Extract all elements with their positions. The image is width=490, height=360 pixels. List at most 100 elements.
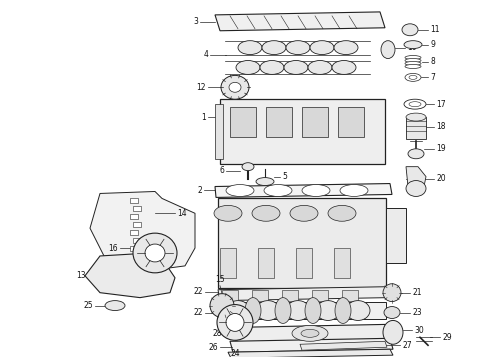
Text: 22: 22	[194, 308, 203, 317]
Bar	[258, 248, 274, 278]
Text: 8: 8	[430, 57, 435, 66]
Bar	[266, 107, 292, 137]
Text: 5: 5	[282, 172, 287, 181]
Ellipse shape	[242, 163, 254, 171]
Polygon shape	[300, 341, 387, 350]
Text: 4: 4	[203, 50, 208, 59]
Bar	[334, 248, 350, 278]
Ellipse shape	[264, 185, 292, 197]
Ellipse shape	[406, 113, 426, 121]
Text: 12: 12	[196, 83, 206, 92]
Polygon shape	[85, 253, 175, 298]
Ellipse shape	[245, 298, 261, 323]
Polygon shape	[235, 324, 388, 342]
Polygon shape	[90, 192, 195, 270]
Text: 29: 29	[442, 333, 452, 342]
Ellipse shape	[284, 60, 308, 75]
Bar	[215, 104, 223, 159]
Ellipse shape	[310, 41, 334, 55]
Bar	[133, 238, 141, 243]
Ellipse shape	[334, 41, 358, 55]
Bar	[230, 107, 256, 137]
Bar	[130, 246, 138, 251]
Polygon shape	[228, 349, 393, 358]
Bar	[218, 198, 386, 288]
Text: 2: 2	[197, 186, 202, 195]
Ellipse shape	[256, 177, 274, 185]
Bar	[252, 290, 268, 301]
Ellipse shape	[332, 60, 356, 75]
Bar	[342, 290, 358, 301]
Bar	[220, 99, 385, 164]
Bar	[338, 107, 364, 137]
Ellipse shape	[404, 99, 426, 109]
Ellipse shape	[301, 329, 319, 337]
Ellipse shape	[302, 185, 330, 197]
Ellipse shape	[405, 73, 421, 81]
Ellipse shape	[335, 298, 351, 323]
Ellipse shape	[405, 55, 421, 59]
Ellipse shape	[229, 82, 241, 92]
Bar	[312, 290, 328, 301]
Text: 24: 24	[230, 349, 240, 358]
Ellipse shape	[226, 185, 254, 197]
Ellipse shape	[305, 298, 321, 323]
Text: 16: 16	[108, 243, 118, 252]
Ellipse shape	[256, 301, 280, 320]
Bar	[133, 206, 141, 211]
Ellipse shape	[145, 244, 165, 262]
Text: 21: 21	[412, 288, 421, 297]
Ellipse shape	[226, 314, 244, 331]
Ellipse shape	[308, 60, 332, 75]
Text: 1: 1	[201, 113, 206, 122]
Ellipse shape	[383, 284, 401, 302]
Bar	[282, 290, 298, 301]
Bar	[302, 107, 328, 137]
Bar	[220, 248, 236, 278]
Text: 14: 14	[177, 209, 187, 218]
Ellipse shape	[405, 62, 421, 66]
Ellipse shape	[133, 233, 177, 273]
Text: 28: 28	[213, 329, 222, 338]
Ellipse shape	[252, 205, 280, 221]
Ellipse shape	[405, 64, 421, 68]
Text: 25: 25	[83, 301, 93, 310]
Ellipse shape	[221, 75, 249, 99]
Ellipse shape	[290, 205, 318, 221]
Bar	[130, 198, 138, 203]
Ellipse shape	[406, 181, 426, 197]
Polygon shape	[215, 184, 392, 197]
Ellipse shape	[346, 301, 370, 320]
Text: 20: 20	[436, 174, 445, 183]
Ellipse shape	[286, 301, 310, 320]
Ellipse shape	[238, 41, 262, 55]
Ellipse shape	[383, 320, 403, 344]
Bar	[386, 208, 406, 263]
Text: 26: 26	[208, 343, 218, 352]
Bar	[133, 254, 141, 259]
Bar	[296, 248, 312, 278]
Bar	[130, 214, 138, 219]
Bar	[133, 222, 141, 227]
Ellipse shape	[316, 301, 340, 320]
Ellipse shape	[262, 41, 286, 55]
Ellipse shape	[384, 307, 400, 319]
Bar	[130, 230, 138, 235]
Ellipse shape	[381, 41, 395, 59]
Ellipse shape	[404, 41, 422, 49]
Polygon shape	[215, 12, 385, 31]
Text: 27: 27	[402, 341, 412, 350]
Ellipse shape	[260, 60, 284, 75]
Ellipse shape	[226, 301, 250, 320]
Text: 11: 11	[430, 25, 440, 34]
Ellipse shape	[286, 41, 310, 55]
Ellipse shape	[275, 298, 291, 323]
Text: 15: 15	[215, 275, 225, 284]
Ellipse shape	[217, 305, 253, 340]
Ellipse shape	[328, 205, 356, 221]
Bar	[406, 117, 426, 139]
Ellipse shape	[409, 75, 417, 79]
Polygon shape	[230, 338, 393, 352]
Ellipse shape	[409, 102, 421, 107]
Polygon shape	[406, 167, 426, 186]
